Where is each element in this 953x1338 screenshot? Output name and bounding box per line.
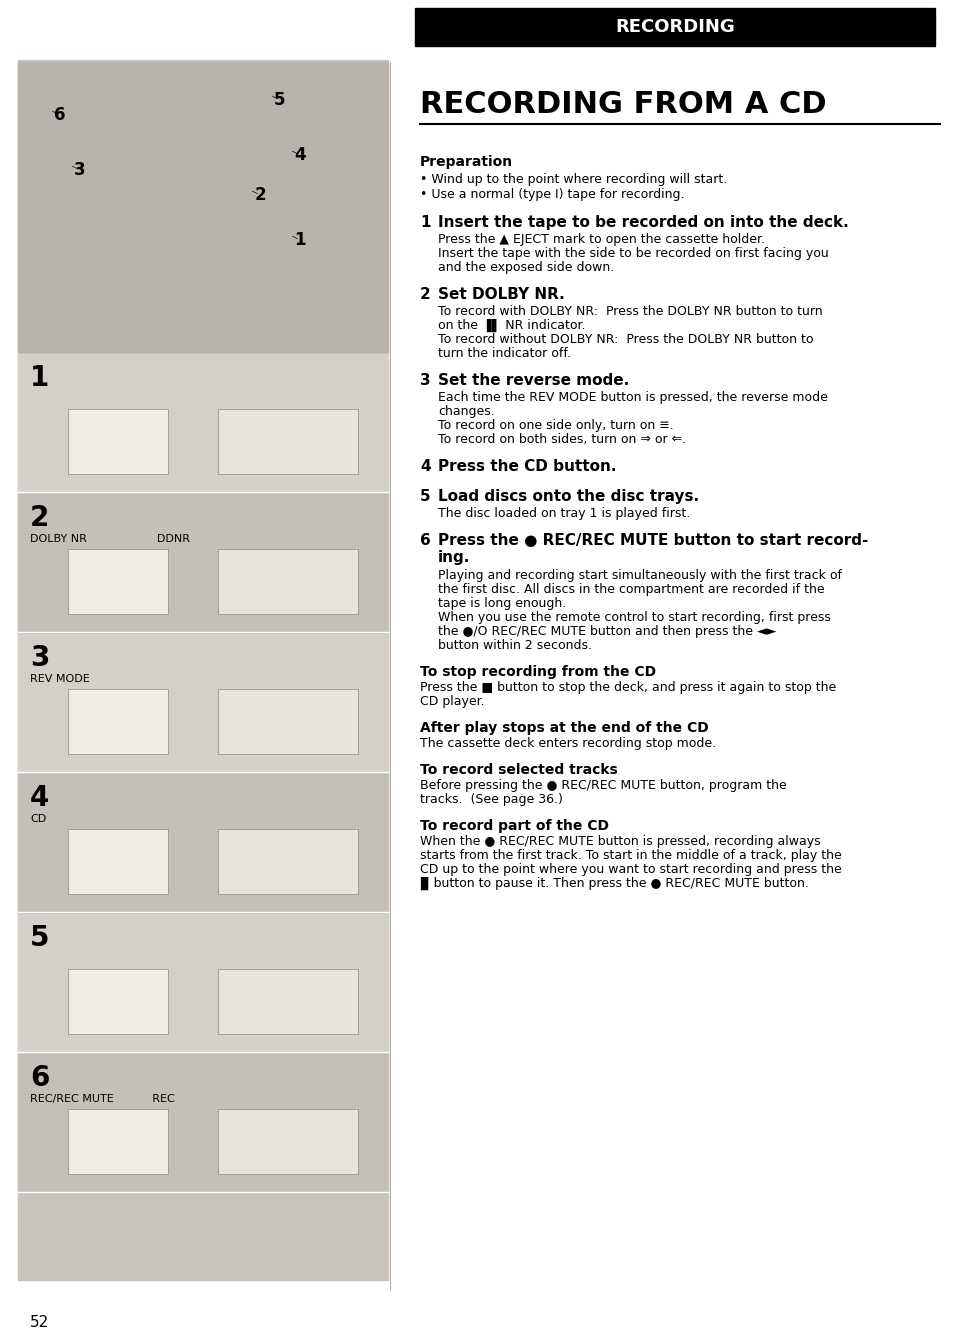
Text: Set DOLBY NR.: Set DOLBY NR. [437, 286, 564, 302]
Bar [68, 409, 168, 474]
Bar [18, 914, 388, 1052]
Text: 4: 4 [30, 784, 50, 812]
Text: 5: 5 [30, 925, 50, 953]
Text: Insert the tape with the side to be recorded on first facing you: Insert the tape with the side to be reco… [437, 248, 828, 260]
Text: 3: 3 [419, 373, 430, 388]
Text: 2: 2 [30, 504, 50, 533]
Bar [218, 689, 357, 755]
Text: 3: 3 [74, 161, 86, 179]
Text: 1: 1 [294, 231, 305, 249]
Text: 6: 6 [54, 106, 66, 124]
Text: REV MODE: REV MODE [30, 674, 90, 684]
Bar [18, 1054, 388, 1192]
Bar [415, 8, 934, 45]
Text: 52: 52 [30, 1315, 50, 1330]
Bar [218, 409, 357, 474]
Text: tracks.  (See page 36.): tracks. (See page 36.) [419, 793, 562, 805]
Bar [218, 549, 357, 614]
Bar [68, 969, 168, 1034]
Text: • Use a normal (type I) tape for recording.: • Use a normal (type I) tape for recordi… [419, 189, 684, 201]
Text: on the ▐▌ NR indicator.: on the ▐▌ NR indicator. [437, 318, 585, 332]
Bar [68, 1109, 168, 1173]
Text: Insert the tape to be recorded on into the deck.: Insert the tape to be recorded on into t… [437, 215, 848, 230]
Text: RECORDING: RECORDING [615, 17, 734, 36]
Bar [218, 969, 357, 1034]
Text: the first disc. All discs in the compartment are recorded if the: the first disc. All discs in the compart… [437, 583, 823, 595]
Bar [18, 634, 388, 772]
Text: 6: 6 [419, 533, 431, 549]
Bar [218, 830, 357, 894]
Text: 1: 1 [30, 364, 50, 392]
Text: RECORDING FROM A CD: RECORDING FROM A CD [419, 90, 825, 119]
Text: 2: 2 [253, 186, 266, 203]
Text: To record on one side only, turn on ≡.: To record on one side only, turn on ≡. [437, 419, 673, 432]
Text: Press the ● REC/REC MUTE button to start record-
ing.: Press the ● REC/REC MUTE button to start… [437, 533, 867, 566]
Text: 5: 5 [274, 91, 286, 108]
Text: 6: 6 [30, 1064, 50, 1092]
Text: 3: 3 [30, 644, 50, 672]
Text: tape is long enough.: tape is long enough. [437, 597, 566, 610]
Text: Set the reverse mode.: Set the reverse mode. [437, 373, 629, 388]
Text: When the ● REC/REC MUTE button is pressed, recording always: When the ● REC/REC MUTE button is presse… [419, 835, 820, 848]
Text: REC/REC MUTE           REC: REC/REC MUTE REC [30, 1094, 174, 1104]
Text: the ●/O REC/REC MUTE button and then press the ◄►: the ●/O REC/REC MUTE button and then pre… [437, 625, 776, 638]
Text: Load discs onto the disc trays.: Load discs onto the disc trays. [437, 488, 699, 504]
Text: To record with DOLBY NR:  Press the DOLBY NR button to turn: To record with DOLBY NR: Press the DOLBY… [437, 305, 821, 318]
Text: 5: 5 [419, 488, 430, 504]
Text: To record without DOLBY NR:  Press the DOLBY NR button to: To record without DOLBY NR: Press the DO… [437, 333, 813, 347]
Text: 2: 2 [419, 286, 431, 302]
Text: Press the CD button.: Press the CD button. [437, 459, 616, 474]
Text: Press the ■ button to stop the deck, and press it again to stop the: Press the ■ button to stop the deck, and… [419, 681, 836, 694]
Text: To record part of the CD: To record part of the CD [419, 819, 608, 834]
Bar [68, 830, 168, 894]
Text: starts from the first track. To start in the middle of a track, play the: starts from the first track. To start in… [419, 850, 841, 862]
Bar [68, 689, 168, 755]
Bar [18, 60, 388, 1280]
Text: After play stops at the end of the CD: After play stops at the end of the CD [419, 721, 708, 735]
Text: • Wind up to the point where recording will start.: • Wind up to the point where recording w… [419, 173, 726, 186]
Text: button within 2 seconds.: button within 2 seconds. [437, 640, 592, 652]
Text: Playing and recording start simultaneously with the first track of: Playing and recording start simultaneous… [437, 569, 841, 582]
Text: 4: 4 [419, 459, 430, 474]
Text: Press the ▲ EJECT mark to open the cassette holder.: Press the ▲ EJECT mark to open the casse… [437, 233, 764, 246]
Text: When you use the remote control to start recording, first press: When you use the remote control to start… [437, 611, 830, 624]
Text: The disc loaded on tray 1 is played first.: The disc loaded on tray 1 is played firs… [437, 507, 690, 520]
Text: The cassette deck enters recording stop mode.: The cassette deck enters recording stop … [419, 737, 716, 751]
Bar [18, 494, 388, 632]
Text: ▊ button to pause it. Then press the ● REC/REC MUTE button.: ▊ button to pause it. Then press the ● R… [419, 876, 808, 890]
Text: 1: 1 [419, 215, 430, 230]
Bar [18, 355, 388, 492]
Text: CD player.: CD player. [419, 694, 484, 708]
Bar [18, 773, 388, 913]
Text: DOLBY NR                    DDNR: DOLBY NR DDNR [30, 534, 190, 545]
Bar [68, 549, 168, 614]
Text: To stop recording from the CD: To stop recording from the CD [419, 665, 656, 678]
Bar [18, 62, 388, 352]
Bar [218, 1109, 357, 1173]
Text: To record selected tracks: To record selected tracks [419, 763, 618, 777]
Text: turn the indicator off.: turn the indicator off. [437, 347, 571, 360]
Text: Preparation: Preparation [419, 155, 513, 169]
Text: To record on both sides, turn on ⇒ or ⇐.: To record on both sides, turn on ⇒ or ⇐. [437, 434, 685, 446]
Text: Each time the REV MODE button is pressed, the reverse mode: Each time the REV MODE button is pressed… [437, 391, 827, 404]
Text: Before pressing the ● REC/REC MUTE button, program the: Before pressing the ● REC/REC MUTE butto… [419, 779, 786, 792]
Text: 4: 4 [294, 146, 306, 165]
Text: CD: CD [30, 814, 46, 824]
Text: CD up to the point where you want to start recording and press the: CD up to the point where you want to sta… [419, 863, 841, 876]
Text: changes.: changes. [437, 405, 495, 417]
Text: and the exposed side down.: and the exposed side down. [437, 261, 614, 274]
